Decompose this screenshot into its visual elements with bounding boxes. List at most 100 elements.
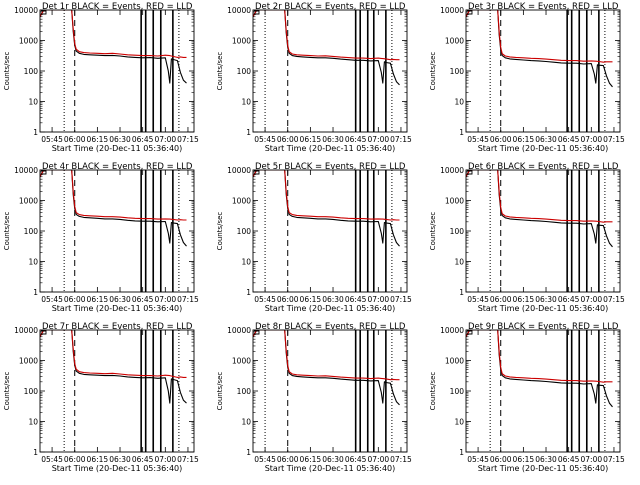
x-tick-label: 05:45 [254, 135, 276, 144]
panel-title: Det 8r BLACK = Events, RED = LLD [255, 322, 406, 332]
x-axis-label: Start Time (20-Dec-11 05:36:40) [265, 304, 396, 313]
x-tick-label: 06:45 [345, 135, 367, 144]
y-tick-label: 10 [454, 98, 464, 107]
x-tick-label: 07:15 [390, 295, 412, 304]
y-tick-label: 10000 [14, 6, 38, 15]
y-tick-label: 1000 [232, 197, 251, 206]
y-tick-label: 1 [33, 128, 38, 137]
x-tick-label: 07:15 [177, 295, 199, 304]
plot-frame [465, 169, 621, 293]
y-tick-label: 1 [246, 288, 251, 297]
x-tick-label: 06:15 [300, 295, 322, 304]
x-axis-label: Start Time (20-Dec-11 05:36:40) [52, 464, 183, 473]
events-series-line [466, 170, 613, 248]
plot-area [40, 170, 187, 292]
corner-marker [254, 10, 260, 15]
y-tick-label: 1000 [232, 357, 251, 366]
lld-series-line [466, 330, 613, 383]
x-tick-label: 06:15 [513, 295, 535, 304]
x-tick-label: 06:00 [277, 455, 299, 464]
x-tick-label: 07:00 [368, 135, 390, 144]
panel-title: Det 6r BLACK = Events, RED = LLD [468, 162, 619, 172]
x-tick-label: 06:00 [64, 135, 86, 144]
detector-panel: Det 1r BLACK = Events, RED = LLD Counts/s… [3, 2, 199, 153]
x-axis-label: Start Time (20-Dec-11 05:36:40) [478, 464, 609, 473]
plot-frame [252, 169, 408, 293]
x-tick-label: 06:00 [64, 295, 86, 304]
x-tick-label: 07:15 [603, 295, 625, 304]
y-tick-label: 1 [33, 288, 38, 297]
x-tick-label: 06:00 [490, 135, 512, 144]
x-tick-label: 06:00 [277, 295, 299, 304]
lld-series-line [253, 170, 400, 221]
y-tick-label: 1 [459, 448, 464, 457]
events-series-line [40, 330, 187, 404]
x-tick-label: 05:45 [41, 135, 63, 144]
x-tick-label: 07:00 [155, 295, 177, 304]
y-axis-label: Counts/sec [3, 212, 11, 251]
x-tick-label: 06:15 [87, 455, 109, 464]
corner-marker [467, 170, 473, 175]
events-series-line [253, 10, 400, 86]
y-tick-label: 10 [241, 418, 251, 427]
plot-frame [39, 329, 195, 453]
events-series-line [466, 10, 613, 88]
y-tick-label: 10 [28, 418, 38, 427]
plot-frame [39, 169, 195, 293]
y-axis-label: Counts/sec [429, 52, 437, 91]
x-tick-label: 07:15 [177, 135, 199, 144]
x-tick-label: 07:00 [155, 455, 177, 464]
x-tick-label: 06:00 [64, 455, 86, 464]
y-tick-label: 1000 [19, 37, 38, 46]
x-tick-label: 05:45 [254, 295, 276, 304]
x-tick-label: 06:45 [558, 455, 580, 464]
y-tick-label: 10000 [440, 166, 464, 175]
y-tick-label: 10 [28, 98, 38, 107]
x-tick-label: 05:45 [467, 455, 489, 464]
events-series-line [40, 10, 187, 84]
y-tick-label: 1000 [19, 197, 38, 206]
x-axis-label: Start Time (20-Dec-11 05:36:40) [478, 304, 609, 313]
corner-marker [467, 10, 473, 15]
detector-panel: Det 2r BLACK = Events, RED = LLD Counts/s… [216, 2, 412, 153]
panel-title: Det 7r BLACK = Events, RED = LLD [42, 322, 193, 332]
corner-marker [41, 170, 47, 175]
x-tick-label: 07:15 [603, 135, 625, 144]
x-tick-label: 06:30 [322, 135, 344, 144]
x-tick-label: 06:45 [132, 455, 154, 464]
events-series-line [253, 170, 400, 247]
x-tick-label: 06:30 [322, 455, 344, 464]
y-tick-label: 10000 [14, 166, 38, 175]
x-tick-label: 06:45 [345, 455, 367, 464]
x-axis-label: Start Time (20-Dec-11 05:36:40) [265, 464, 396, 473]
x-tick-label: 06:15 [513, 135, 535, 144]
x-tick-label: 06:15 [87, 295, 109, 304]
x-tick-label: 06:00 [490, 455, 512, 464]
x-tick-label: 06:30 [109, 455, 131, 464]
plot-frame [39, 9, 195, 133]
plot-area [253, 10, 400, 132]
y-tick-label: 10 [454, 258, 464, 267]
x-tick-label: 06:00 [277, 135, 299, 144]
plot-area [40, 10, 187, 132]
y-tick-label: 1000 [445, 197, 464, 206]
x-tick-label: 07:00 [155, 135, 177, 144]
y-tick-label: 10000 [440, 6, 464, 15]
y-axis-label: Counts/sec [216, 52, 224, 91]
panel-title: Det 4r BLACK = Events, RED = LLD [42, 162, 193, 172]
events-series-line [253, 330, 400, 406]
y-tick-label: 1 [459, 288, 464, 297]
events-series-line [40, 170, 187, 247]
x-tick-label: 07:15 [177, 455, 199, 464]
corner-marker [254, 170, 260, 175]
x-tick-label: 07:15 [390, 455, 412, 464]
plot-area [466, 170, 613, 292]
x-tick-label: 06:30 [535, 295, 557, 304]
y-tick-label: 1000 [232, 37, 251, 46]
y-tick-label: 10000 [227, 6, 251, 15]
y-tick-label: 100 [24, 227, 39, 236]
x-axis-label: Start Time (20-Dec-11 05:36:40) [265, 144, 396, 153]
x-tick-label: 07:00 [581, 295, 603, 304]
panel-title: Det 5r BLACK = Events, RED = LLD [255, 162, 406, 172]
